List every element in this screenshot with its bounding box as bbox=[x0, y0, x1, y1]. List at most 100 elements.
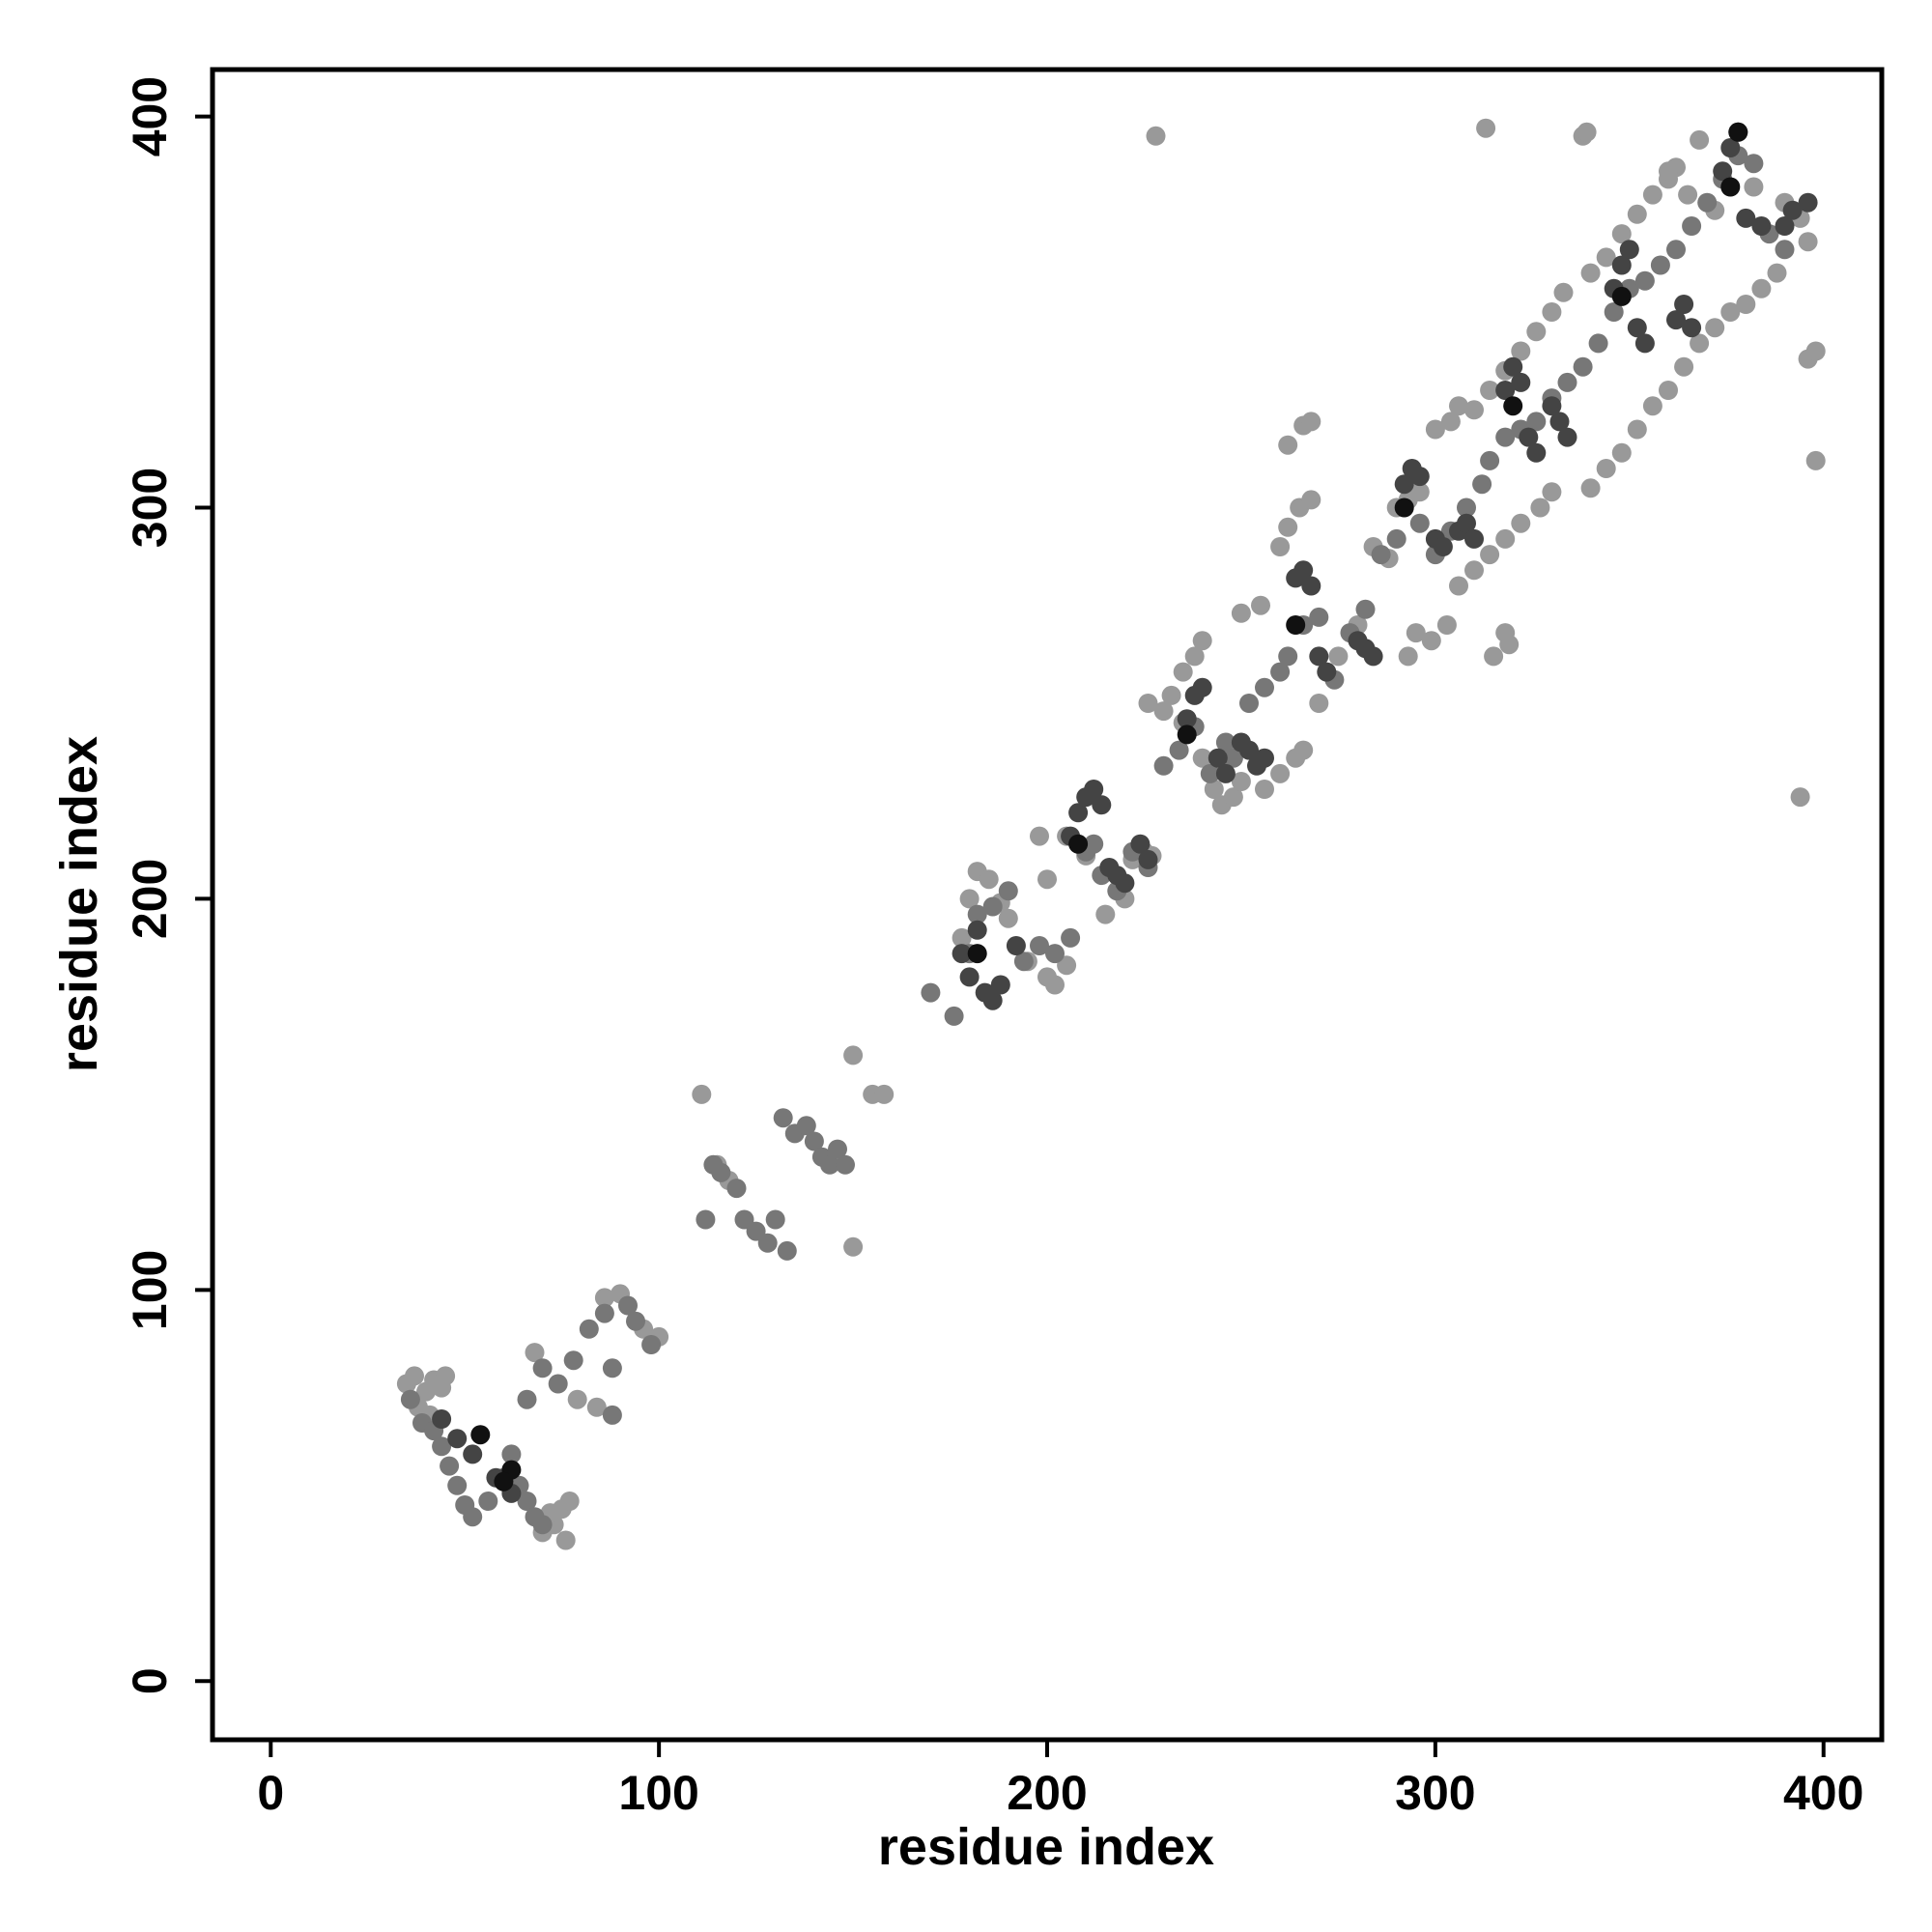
data-point bbox=[1736, 208, 1756, 228]
data-point bbox=[1192, 631, 1212, 651]
data-point bbox=[1270, 537, 1291, 556]
data-point bbox=[1239, 740, 1259, 760]
data-point bbox=[567, 1389, 587, 1409]
data-point bbox=[532, 1515, 553, 1535]
data-point bbox=[1682, 318, 1702, 338]
data-point bbox=[1464, 560, 1484, 581]
data-point bbox=[1542, 396, 1562, 416]
data-point bbox=[1542, 482, 1562, 502]
data-point bbox=[532, 1358, 553, 1378]
data-point bbox=[432, 1409, 452, 1429]
data-point bbox=[726, 1179, 747, 1199]
data-point bbox=[1573, 356, 1593, 377]
data-point bbox=[1153, 701, 1174, 722]
data-point bbox=[586, 1397, 607, 1417]
data-point bbox=[1627, 419, 1647, 440]
data-point bbox=[1580, 263, 1601, 283]
data-point bbox=[1798, 192, 1818, 213]
data-point bbox=[1406, 623, 1426, 643]
data-point bbox=[1634, 333, 1655, 354]
data-point bbox=[1526, 442, 1547, 463]
data-point bbox=[1480, 381, 1500, 400]
data-point bbox=[436, 1366, 456, 1386]
data-point bbox=[1293, 560, 1314, 581]
data-point bbox=[1223, 748, 1243, 768]
data-point bbox=[432, 1436, 452, 1457]
data-point bbox=[594, 1288, 614, 1308]
data-point bbox=[1057, 955, 1077, 976]
data-point bbox=[1805, 341, 1826, 361]
data-point bbox=[944, 1006, 964, 1026]
data-point bbox=[1557, 427, 1577, 447]
data-point bbox=[1604, 302, 1624, 322]
data-point bbox=[843, 1045, 864, 1065]
data-point bbox=[602, 1358, 622, 1378]
data-point bbox=[517, 1492, 537, 1511]
data-point bbox=[1068, 834, 1089, 854]
data-point bbox=[1472, 474, 1492, 495]
data-point bbox=[1394, 497, 1414, 518]
data-point bbox=[1409, 482, 1430, 502]
data-point bbox=[1720, 177, 1741, 197]
y-tick-label: 100 bbox=[123, 1250, 177, 1330]
y-tick-label: 0 bbox=[123, 1667, 177, 1694]
data-point bbox=[1577, 122, 1597, 142]
data-point bbox=[1720, 302, 1741, 322]
data-point bbox=[1278, 517, 1298, 537]
data-point bbox=[447, 1475, 468, 1495]
data-point bbox=[1363, 646, 1383, 667]
data-point bbox=[952, 944, 972, 964]
data-point bbox=[478, 1492, 498, 1511]
data-point bbox=[1580, 478, 1601, 498]
data-point bbox=[1464, 400, 1484, 420]
data-point bbox=[1511, 341, 1531, 361]
data-point bbox=[1627, 204, 1647, 224]
data-point bbox=[1231, 603, 1251, 623]
data-point bbox=[979, 869, 999, 890]
data-point bbox=[967, 904, 987, 924]
data-point bbox=[1495, 427, 1516, 447]
data-point bbox=[463, 1444, 483, 1464]
data-point bbox=[525, 1343, 545, 1363]
data-point bbox=[1231, 772, 1251, 791]
data-point bbox=[1409, 513, 1430, 533]
data-point bbox=[982, 896, 1003, 917]
data-point bbox=[952, 927, 972, 948]
data-point bbox=[1476, 118, 1496, 138]
data-point bbox=[1386, 528, 1406, 549]
data-point bbox=[1138, 694, 1158, 713]
data-point bbox=[1309, 607, 1329, 627]
data-point bbox=[1061, 927, 1081, 948]
data-point bbox=[1713, 161, 1733, 182]
data-point bbox=[1239, 694, 1259, 713]
data-point bbox=[1301, 412, 1321, 432]
data-point bbox=[1317, 662, 1337, 682]
y-axis: 0 100 200 300 400 bbox=[123, 76, 213, 1694]
data-point bbox=[1678, 185, 1698, 205]
data-point bbox=[765, 1209, 785, 1230]
data-point bbox=[1309, 694, 1329, 713]
data-point bbox=[641, 1335, 662, 1354]
data-point bbox=[405, 1366, 424, 1386]
data-point bbox=[1611, 255, 1632, 275]
data-point bbox=[563, 1350, 583, 1371]
data-point bbox=[998, 908, 1018, 928]
data-point bbox=[820, 1154, 839, 1175]
data-point bbox=[1744, 154, 1764, 174]
data-point bbox=[1177, 709, 1197, 729]
data-point bbox=[990, 975, 1010, 995]
data-point bbox=[1775, 240, 1795, 260]
data-point bbox=[1666, 240, 1686, 260]
data-point bbox=[1184, 646, 1205, 667]
data-point bbox=[1421, 631, 1441, 651]
data-point bbox=[1095, 904, 1116, 924]
data-point bbox=[1440, 412, 1461, 432]
data-point bbox=[1436, 615, 1457, 635]
data-point bbox=[1744, 177, 1764, 197]
data-point bbox=[1682, 216, 1702, 236]
data-point bbox=[959, 889, 980, 909]
data-point bbox=[559, 1492, 580, 1511]
data-point bbox=[836, 1154, 855, 1175]
data-point bbox=[874, 1084, 895, 1104]
